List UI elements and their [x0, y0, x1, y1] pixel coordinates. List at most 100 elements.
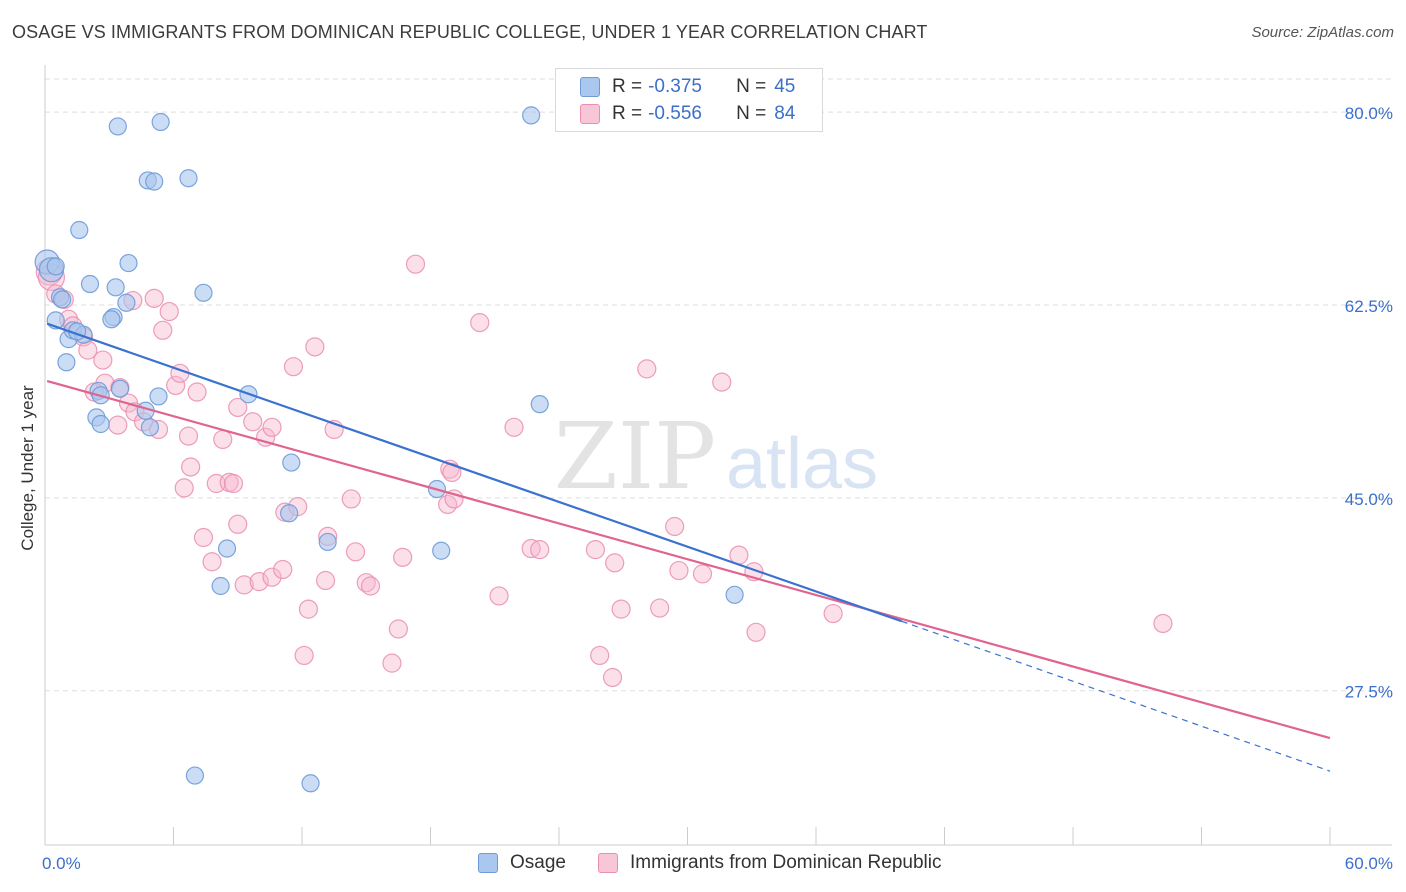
- x-tick-label: 0.0%: [42, 854, 81, 873]
- dominican-point: [590, 645, 610, 666]
- osage-point: [117, 293, 136, 312]
- dominican-swatch: [580, 104, 600, 124]
- dominican-point: [489, 586, 509, 606]
- dominican-point: [405, 254, 426, 274]
- osage-point: [318, 532, 337, 552]
- osage-point: [280, 504, 299, 523]
- dominican-point: [712, 372, 732, 392]
- n-value-osage: 45: [774, 76, 796, 97]
- dominican-legend-swatch: [598, 853, 618, 873]
- osage-point: [194, 283, 213, 302]
- osage-point: [108, 117, 127, 136]
- dominican-point: [202, 552, 222, 572]
- dominican-point: [470, 312, 490, 333]
- dominican-point: [650, 598, 670, 618]
- osage-point: [522, 106, 541, 125]
- dominican-point: [746, 622, 766, 642]
- y-tick-label: 45.0%: [1345, 490, 1393, 509]
- n-value-dominican: 84: [774, 103, 796, 124]
- dominican-point: [159, 301, 179, 322]
- osage-point: [530, 395, 549, 414]
- dominican-point: [611, 599, 631, 619]
- dominican-point: [442, 462, 462, 483]
- osage-point: [301, 774, 320, 793]
- dominican-point: [602, 667, 623, 688]
- dominican-point: [665, 516, 685, 537]
- dominican-point: [144, 288, 164, 308]
- watermark-atlas: atlas: [726, 424, 878, 504]
- source-label: Source: ZipAtlas.com: [1251, 24, 1394, 41]
- dominican-point: [153, 320, 173, 340]
- osage-point: [179, 169, 198, 188]
- dominican-point: [692, 564, 713, 584]
- dominican-point: [193, 527, 214, 548]
- dominican-point: [108, 415, 128, 435]
- dominican-point: [1153, 613, 1173, 634]
- osage-point: [151, 112, 170, 132]
- axes: [44, 65, 1392, 846]
- osage-point: [70, 220, 89, 240]
- dominican-point: [315, 570, 336, 591]
- osage-point: [149, 387, 168, 406]
- tick-labels: 27.5% 45.0% 62.5% 80.0% 0.0% 60.0%: [42, 104, 1393, 873]
- dominican-point: [585, 540, 606, 560]
- osage-swatch: [580, 77, 600, 97]
- osage-point: [53, 290, 72, 309]
- dominican-point: [213, 429, 233, 450]
- dominican-point: [382, 653, 402, 673]
- osage-point: [725, 585, 744, 604]
- stats-legend: R = -0.375 N = 45 R = -0.556 N = 84: [555, 68, 823, 132]
- dominican-point: [504, 417, 524, 437]
- dominican-point: [262, 417, 282, 437]
- dominican-point: [166, 375, 186, 396]
- dominican-point: [669, 560, 689, 581]
- r-label: R =: [612, 76, 643, 97]
- legend-label-dominican: Immigrants from Dominican Republic: [630, 852, 942, 873]
- stats-row-osage: R = -0.375 N = 45: [580, 73, 795, 101]
- r-label: R =: [612, 103, 643, 124]
- trend-lines: [46, 322, 1331, 772]
- dominican-point: [181, 457, 201, 477]
- osage-point: [91, 414, 110, 434]
- dominican-point: [243, 412, 263, 432]
- osage-point: [46, 257, 65, 276]
- dominican-point: [262, 567, 282, 587]
- osage-point: [282, 453, 301, 472]
- osage-trend-extension: [901, 620, 1331, 772]
- osage-point: [80, 274, 100, 294]
- osage-point: [106, 278, 125, 297]
- dominican-point: [174, 478, 194, 498]
- dominican-point: [187, 382, 207, 402]
- dominican-point: [249, 571, 269, 592]
- dominican-point: [305, 337, 325, 357]
- dominican-point: [605, 553, 625, 573]
- dominican-trend-line: [46, 379, 1331, 740]
- legend-label-osage: Osage: [510, 852, 566, 873]
- osage-trend-line: [46, 322, 903, 623]
- stats-row-dominican: R = -0.556 N = 84: [580, 100, 795, 128]
- watermark: ZIP atlas: [554, 403, 878, 510]
- dominican-point: [637, 359, 657, 379]
- dominican-point: [255, 427, 276, 447]
- osage-point: [119, 253, 138, 273]
- dominican-point: [393, 547, 413, 567]
- dominican-point: [178, 426, 199, 446]
- osage-point: [140, 418, 160, 437]
- dominican-point: [294, 645, 314, 666]
- watermark-zip: ZIP: [554, 403, 716, 510]
- osage-point: [102, 310, 121, 329]
- n-label: N =: [736, 103, 767, 124]
- legend-item-osage[interactable]: Osage: [478, 852, 566, 874]
- series-legend: Osage Immigrants from Dominican Republic: [0, 852, 1406, 876]
- osage-point: [185, 766, 205, 785]
- y-tick-label: 27.5%: [1345, 683, 1393, 702]
- legend-item-dominican[interactable]: Immigrants from Dominican Republic: [598, 852, 942, 874]
- dominican-point: [273, 559, 293, 580]
- series-osage-points: [34, 106, 744, 793]
- dominican-point: [223, 473, 244, 494]
- dominican-point: [298, 599, 319, 619]
- dominican-point: [93, 350, 113, 370]
- osage-legend-swatch: [478, 853, 498, 873]
- osage-point: [217, 539, 237, 558]
